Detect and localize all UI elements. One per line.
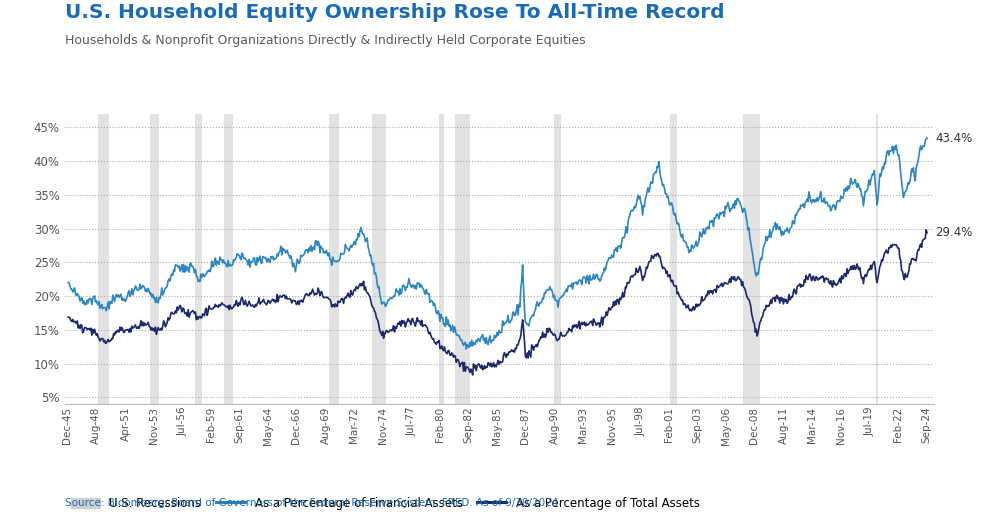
Bar (439, 114, 444, 404)
Text: 29.4%: 29.4% (935, 226, 973, 239)
Bar (877, 114, 878, 404)
Bar (670, 114, 677, 404)
Bar (98, 114, 109, 404)
Bar (195, 114, 202, 404)
Text: Source: Bloomberg, Board of Governors of the Federal Reserve System, FRED. As of: Source: Bloomberg, Board of Governors of… (65, 498, 558, 508)
Bar (455, 114, 470, 404)
Text: 43.4%: 43.4% (935, 132, 973, 145)
Text: U.S. Household Equity Ownership Rose To All-Time Record: U.S. Household Equity Ownership Rose To … (65, 3, 725, 22)
Bar (224, 114, 233, 404)
Bar (554, 114, 561, 404)
Text: Households & Nonprofit Organizations Directly & Indirectly Held Corporate Equiti: Households & Nonprofit Organizations Dir… (65, 34, 585, 47)
Bar (329, 114, 339, 404)
Bar (150, 114, 159, 404)
Bar (744, 114, 759, 404)
Legend: U.S. Recessions, As a Percentage of Financial Assets, As a Percentage of Total A: U.S. Recessions, As a Percentage of Fina… (71, 497, 700, 510)
Bar (372, 114, 387, 404)
